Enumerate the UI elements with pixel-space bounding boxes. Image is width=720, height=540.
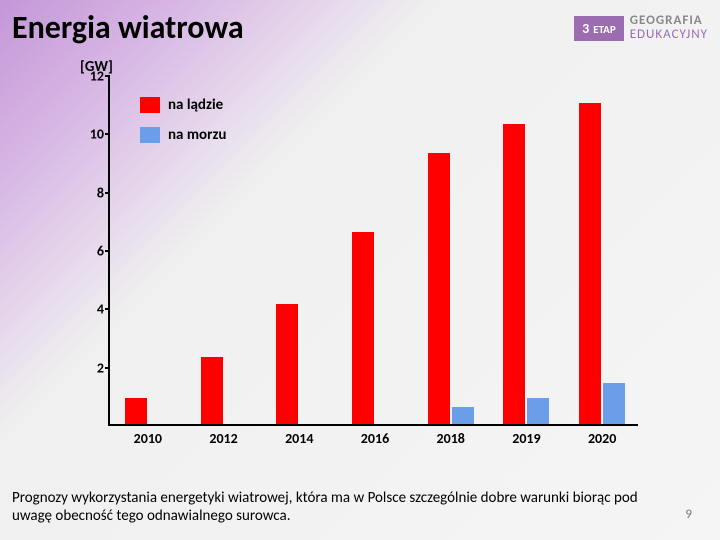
- badge-bottom: EDUKACYJNY: [630, 28, 708, 42]
- legend-item: na morzu: [140, 126, 226, 144]
- y-tick-mark: [105, 308, 110, 310]
- bar-group: [428, 153, 474, 424]
- badge-box: 3 ETAP: [574, 16, 624, 41]
- y-tick-label: 8: [80, 184, 104, 201]
- bar: [201, 357, 223, 424]
- chart: [GW] 24681012201020122014201620182019202…: [70, 62, 650, 462]
- bar: [527, 398, 549, 424]
- legend-swatch: [140, 127, 160, 143]
- bar: [428, 153, 450, 424]
- bar: [503, 124, 525, 424]
- bar-group: [352, 232, 398, 425]
- bar: [352, 232, 374, 425]
- bar: [125, 398, 147, 424]
- legend-label: na lądzie: [168, 96, 223, 114]
- y-tick-label: 6: [80, 243, 104, 260]
- brand-badge: 3 ETAP GEOGRAFIA EDUKACYJNY: [574, 14, 708, 43]
- x-tick-label: 2020: [588, 430, 616, 447]
- y-tick-label: 4: [80, 301, 104, 318]
- bar-group: [201, 357, 247, 424]
- y-tick-mark: [105, 250, 110, 252]
- x-tick-label: 2019: [512, 430, 540, 447]
- y-tick-mark: [105, 367, 110, 369]
- x-tick-label: 2010: [134, 430, 162, 447]
- caption-text: Prognozy wykorzystania energetyki wiatro…: [12, 489, 680, 527]
- badge-stage-word: ETAP: [593, 23, 615, 36]
- y-tick-mark: [105, 192, 110, 194]
- badge-stage-num: 3: [582, 20, 589, 37]
- bar-group: [503, 124, 549, 424]
- y-tick-mark: [105, 75, 110, 77]
- legend-item: na lądzie: [140, 96, 226, 114]
- badge-text: GEOGRAFIA EDUKACYJNY: [630, 14, 708, 43]
- y-tick-label: 2: [80, 359, 104, 376]
- x-tick-label: 2018: [437, 430, 465, 447]
- bar: [452, 407, 474, 425]
- y-tick-label: 10: [80, 126, 104, 143]
- bar-group: [276, 304, 322, 424]
- bar: [579, 103, 601, 424]
- x-tick-label: 2014: [285, 430, 313, 447]
- bar-group: [579, 103, 625, 424]
- x-tick-label: 2016: [361, 430, 389, 447]
- legend-label: na morzu: [168, 126, 226, 144]
- legend-swatch: [140, 97, 160, 113]
- bar-group: [125, 398, 171, 424]
- x-tick-label: 2012: [209, 430, 237, 447]
- badge-top: GEOGRAFIA: [630, 14, 708, 28]
- y-tick-label: 12: [80, 68, 104, 85]
- y-tick-mark: [105, 133, 110, 135]
- page-number: 9: [685, 507, 692, 522]
- bar: [603, 383, 625, 424]
- slide-title: Energia wiatrowa: [12, 8, 244, 47]
- legend: na lądzie na morzu: [140, 96, 226, 156]
- bar: [276, 304, 298, 424]
